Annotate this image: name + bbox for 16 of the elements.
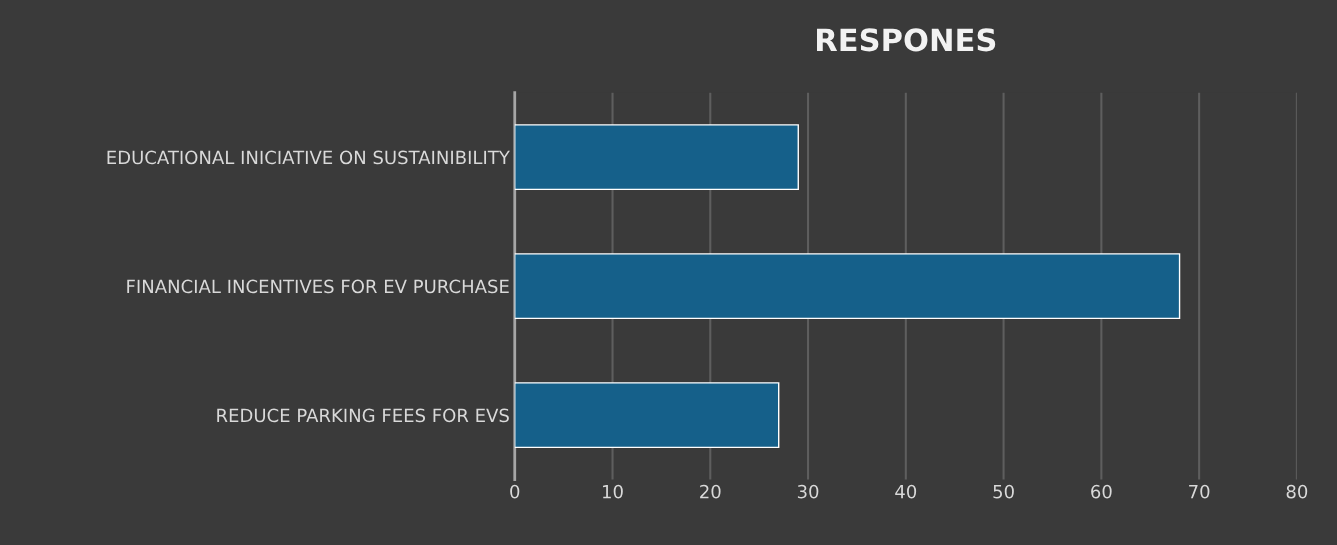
x-tick-label: 70 bbox=[1189, 484, 1210, 499]
x-tick-label: 0 bbox=[510, 484, 520, 499]
x-tick-label: 50 bbox=[993, 484, 1014, 499]
chart-title: RESPONES bbox=[817, 28, 996, 52]
x-tick-label: 40 bbox=[895, 484, 917, 499]
x-tick-label: 60 bbox=[1091, 484, 1112, 499]
x-tick-label: 80 bbox=[1286, 484, 1308, 499]
x-tick-label: 20 bbox=[700, 484, 721, 499]
bar bbox=[514, 382, 780, 449]
y-tick-label: REDUCE PARKING FEES FOR EVS bbox=[217, 408, 509, 423]
bar bbox=[514, 124, 799, 191]
x-tick-label: 30 bbox=[797, 484, 819, 499]
bar bbox=[514, 253, 1181, 320]
y-tick-label: FINANCIAL INCENTIVES FOR EV PURCHASE bbox=[127, 279, 509, 294]
y-tick-label: EDUCATIONAL INICIATIVE ON SUSTAINIBILITY bbox=[107, 150, 510, 165]
x-tick-label: 10 bbox=[603, 484, 623, 499]
